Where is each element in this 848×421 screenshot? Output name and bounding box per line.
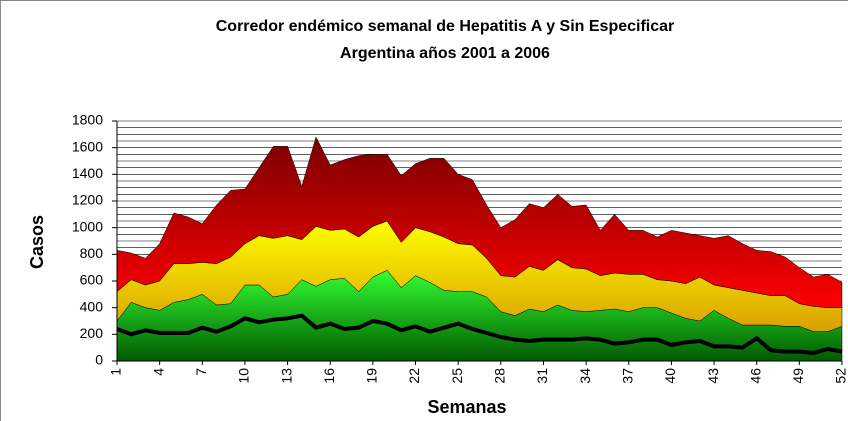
x-axis-label: Semanas [427,397,506,417]
x-tick-label: 46 [747,368,763,384]
x-tick-label: 22 [406,368,422,384]
x-tick-label: 28 [492,368,508,384]
x-tick-label: 31 [534,368,550,384]
chart-subtitle: Argentina años 2001 a 2006 [340,45,550,62]
x-tick-label: 25 [449,368,465,384]
x-tick-label: 19 [364,368,380,384]
x-tick-label: 13 [278,368,294,384]
line [116,313,843,355]
x-tick-label: 7 [193,368,209,376]
y-tick-label: 1000 [72,218,103,234]
y-tick-label: 1800 [72,112,103,128]
x-tick-label: 52 [833,368,848,384]
areas [116,136,843,362]
x-tick-label: 10 [236,368,252,384]
y-axis-label: Casos [27,215,47,269]
y-tick-label: 1600 [72,138,103,154]
x-tick-label: 49 [790,368,806,384]
y-tick-label: 400 [80,298,104,314]
x-tick-label: 43 [705,368,721,384]
y-tick-label: 1200 [72,192,103,208]
y-tick-label: 800 [80,245,104,261]
y-tick-label: 1400 [72,165,103,181]
area-band [116,136,843,308]
x-tick-label: 40 [662,368,678,384]
x-tick-label: 4 [150,368,166,376]
y-tick-label: 600 [80,272,104,288]
x-tick-label: 34 [577,368,593,384]
chart-title: Corredor endémico semanal de Hepatitis A… [216,18,675,35]
y-tick-label: 0 [95,352,103,368]
x-tick-label: 1 [108,368,124,376]
x-tick-label: 37 [619,368,635,384]
x-tick-label: 16 [321,368,337,384]
y-tick-label: 200 [80,325,104,341]
